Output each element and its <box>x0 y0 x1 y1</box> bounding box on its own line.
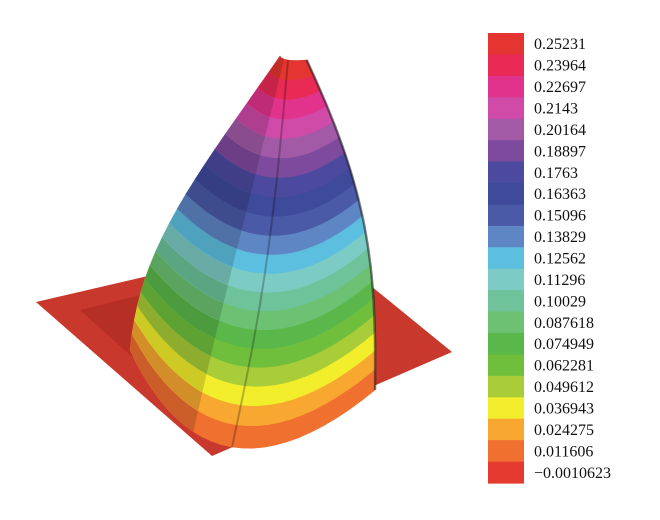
colorbar-swatch <box>488 333 524 356</box>
colorbar-tick-label: 0.16363 <box>534 186 586 203</box>
colorbar-tick-label: 0.15096 <box>534 208 586 225</box>
colorbar-tick-label: 0.062281 <box>534 358 594 375</box>
colorbar-swatch <box>488 140 524 163</box>
colorbar-swatch <box>488 75 524 98</box>
surface-band-shade <box>195 164 251 212</box>
surface-band-shade <box>140 278 215 356</box>
surface-band-shade <box>137 292 211 374</box>
colorbar-swatch <box>488 225 524 248</box>
colorbar-swatch <box>488 161 524 184</box>
surface-band-shade <box>150 251 224 321</box>
colorbar-tick-label: 0.049612 <box>534 379 594 396</box>
surface-band-shade <box>204 149 256 193</box>
colorbar-tick-label: 0.1763 <box>534 165 578 182</box>
surface-band-shade <box>269 56 285 79</box>
surface-band-shade <box>162 222 233 285</box>
colorbar-swatch <box>488 97 524 120</box>
colorbar-tick-label: 0.18897 <box>534 143 586 160</box>
colorbar-tick-label: 0.036943 <box>534 401 594 418</box>
colorbar-tick-label: 0.074949 <box>534 336 594 353</box>
colorbar-tick-label: 0.10029 <box>534 293 586 310</box>
surface-band-shade <box>225 118 266 155</box>
colorbar-swatch <box>488 461 524 484</box>
surface-band-shade <box>215 133 261 174</box>
colorbar-tick-label: 0.20164 <box>534 122 586 139</box>
surface-band-shade <box>145 264 220 339</box>
colorbar-swatch <box>488 33 524 56</box>
colorbar-tick-label: 0.11296 <box>534 272 585 289</box>
colorbar-swatch <box>488 311 524 334</box>
colorbar-tick-label: 0.23964 <box>534 58 586 75</box>
colorbar-swatch <box>488 440 524 463</box>
surface-ridge-line <box>231 59 289 448</box>
surface-band-shade <box>169 208 237 267</box>
colorbar-swatch <box>488 183 524 206</box>
surface-band-shade <box>130 334 199 432</box>
colorbar-swatch <box>488 268 524 291</box>
colorbar-swatch <box>488 375 524 398</box>
surface-band-shade <box>132 319 203 411</box>
surface-band-shade <box>247 87 275 117</box>
colorbar-tick-label: 0.087618 <box>534 315 594 332</box>
colorbar-swatch <box>488 290 524 313</box>
colorbar-tick-label: 0.011606 <box>534 443 593 460</box>
colorbar-swatch <box>488 418 524 441</box>
surface-band-shade <box>177 194 242 249</box>
surface-band-shade <box>155 237 228 303</box>
colorbar-swatch <box>488 54 524 77</box>
colorbar-swatch <box>488 354 524 377</box>
colorbar-swatch <box>488 118 524 141</box>
colorbar-tick-label: 0.024275 <box>534 422 594 439</box>
surface-band-shade <box>186 179 247 231</box>
colorbar-tick-label: 0.13829 <box>534 229 586 246</box>
surface-right-edge <box>305 59 377 391</box>
colorbar-tick-label: 0.2143 <box>534 101 578 118</box>
colorbar-tick-label: −0.0010623 <box>534 465 611 482</box>
surface-band-shade <box>134 306 207 393</box>
colorbar-tick-label: 0.22697 <box>534 79 586 96</box>
colorbar-tick-label: 0.12562 <box>534 251 586 268</box>
surface-band-shade <box>258 71 280 98</box>
colorbar-swatch <box>488 204 524 227</box>
colorbar-swatch <box>488 247 524 270</box>
colorbar-swatch <box>488 397 524 420</box>
colorbar-tick-label: 0.25231 <box>534 36 586 53</box>
surface-band-shade <box>236 102 270 136</box>
